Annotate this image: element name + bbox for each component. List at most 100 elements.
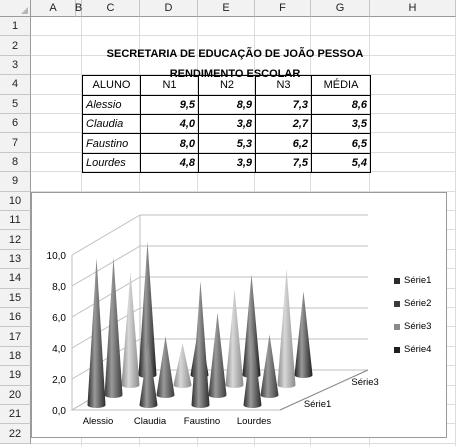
table-header-cell[interactable]: N3	[255, 75, 312, 96]
cone-bar-series3	[121, 271, 140, 388]
cone-chart[interactable]: 0,0 2,0 4,0 6,0 8,0 10,0 Alessio Claudia Faustin…	[31, 192, 447, 438]
row-header-6[interactable]: 6	[0, 114, 31, 134]
legend-item-series4[interactable]: Série4	[394, 344, 431, 355]
column-header-d[interactable]: D	[140, 0, 198, 17]
cone-bar-series4	[242, 274, 261, 378]
cone-bar-series1	[87, 257, 106, 408]
grade-cell[interactable]: 5,3	[198, 133, 256, 154]
grade-cell[interactable]: 9,5	[140, 94, 199, 115]
row-header-15[interactable]: 15	[0, 288, 31, 308]
cone-bar-series2	[208, 312, 227, 398]
row-gridline	[31, 132, 456, 134]
legend-label: Série1	[404, 275, 432, 286]
cone-bar-series1	[243, 330, 262, 408]
row-gridline	[31, 74, 456, 76]
row-gridline	[31, 54, 456, 56]
student-name-cell[interactable]: Claudia	[82, 114, 141, 135]
grade-cell[interactable]: 7,3	[255, 94, 312, 115]
legend-item-series3[interactable]: Série3	[394, 321, 431, 332]
row-header-4[interactable]: 4	[0, 75, 31, 95]
row-header-7[interactable]: 7	[0, 133, 31, 153]
column-header-b[interactable]: B	[75, 0, 82, 17]
grade-cell[interactable]: 2,7	[255, 114, 312, 135]
row-gridline	[31, 113, 456, 114]
row-header-9[interactable]: 9	[0, 172, 31, 192]
row-header-2[interactable]: 2	[0, 36, 31, 56]
column-header-c[interactable]: C	[82, 0, 140, 17]
depth-axis-line	[279, 369, 369, 411]
legend-item-series1[interactable]: Série1	[394, 275, 431, 286]
grade-cell[interactable]: 4,8	[140, 152, 199, 174]
grade-cell[interactable]: 8,0	[140, 133, 199, 154]
grade-cell[interactable]: 8,9	[198, 94, 256, 115]
row-gridline	[31, 190, 456, 192]
depth-gridline	[71, 276, 141, 318]
row-header-3[interactable]: 3	[0, 55, 31, 76]
x-category-label: Claudia	[134, 416, 167, 427]
cone-bar-series4	[138, 241, 157, 378]
depth-gridline	[71, 214, 141, 256]
row-header-14[interactable]: 14	[0, 269, 31, 289]
sheet-title-2[interactable]: RENDIMENTO ESCOLAR	[169, 67, 301, 80]
table-header-cell[interactable]: N2	[198, 75, 256, 96]
row-gridline	[31, 151, 456, 153]
legend-swatch	[394, 277, 400, 284]
grade-cell[interactable]: 4,0	[140, 114, 199, 135]
grade-cell[interactable]: 7,5	[255, 152, 312, 174]
row-gridline	[31, 93, 456, 95]
depth-axis-label: Série3	[351, 377, 378, 388]
row-header-21[interactable]: 21	[0, 405, 31, 425]
y-tick-label: 4,0	[52, 344, 66, 355]
student-name-cell[interactable]: Alessio	[82, 94, 141, 115]
grade-cell[interactable]: 6,5	[311, 133, 371, 154]
sheet-title-1[interactable]: SECRETARIA DE EDUCAÇÃO DE JOÃO PESSOA	[106, 47, 364, 60]
legend-label: Série3	[404, 321, 432, 332]
y-tick-label: 2,0	[52, 375, 66, 386]
x-category-label: Faustino	[184, 416, 220, 427]
grade-cell[interactable]: 3,8	[198, 114, 256, 135]
row-header-8[interactable]: 8	[0, 152, 31, 173]
row-header-13[interactable]: 13	[0, 249, 31, 270]
row-header-20[interactable]: 20	[0, 385, 31, 405]
row-header-22[interactable]: 22	[0, 424, 31, 444]
x-category-label: Alessio	[83, 416, 114, 427]
row-header-11[interactable]: 11	[0, 211, 31, 231]
grade-cell[interactable]: 6,2	[255, 133, 312, 154]
cone-bar-series1	[139, 343, 158, 408]
table-header-cell[interactable]: MÉDIA	[311, 75, 371, 96]
row-header-17[interactable]: 17	[0, 327, 31, 347]
column-header-e[interactable]: E	[198, 0, 255, 17]
column-header-g[interactable]: G	[311, 0, 370, 17]
student-name-cell[interactable]: Faustino	[82, 133, 141, 154]
legend-item-series2[interactable]: Série2	[394, 298, 431, 309]
depth-axis-label: Série1	[304, 399, 331, 410]
row-header-1[interactable]: 1	[0, 17, 31, 37]
depth-gridline	[71, 245, 141, 287]
grade-cell[interactable]: 5,4	[311, 152, 371, 174]
row-header-19[interactable]: 19	[0, 366, 31, 386]
grade-cell[interactable]: 3,5	[311, 114, 371, 135]
chart-plot: 0,0 2,0 4,0 6,0 8,0 10,0 Alessio Claudia Faustin…	[47, 214, 379, 427]
select-all-corner[interactable]	[0, 0, 31, 17]
cone-bar-series3	[225, 288, 244, 388]
table-header-cell[interactable]: ALUNO	[82, 75, 141, 96]
grade-cell[interactable]: 3,9	[198, 152, 256, 174]
column-header-a[interactable]: A	[31, 0, 76, 17]
row-header-10[interactable]: 10	[0, 191, 31, 211]
legend-label: Série4	[404, 344, 432, 355]
column-header-h[interactable]: H	[370, 0, 456, 17]
row-header-5[interactable]: 5	[0, 94, 31, 114]
grade-cell[interactable]: 8,6	[311, 94, 371, 115]
legend-label: Série2	[404, 298, 432, 309]
legend-swatch	[394, 346, 400, 353]
row-header-12[interactable]: 12	[0, 230, 31, 250]
student-name-cell[interactable]: Lourdes	[82, 152, 141, 174]
legend-swatch	[394, 323, 400, 330]
row-header-18[interactable]: 18	[0, 346, 31, 367]
y-tick-label: 0,0	[52, 406, 66, 417]
row-header-16[interactable]: 16	[0, 308, 31, 328]
table-header-cell[interactable]: N1	[140, 75, 199, 96]
x-category-label: Lourdes	[237, 416, 272, 427]
column-header-f[interactable]: F	[255, 0, 311, 17]
